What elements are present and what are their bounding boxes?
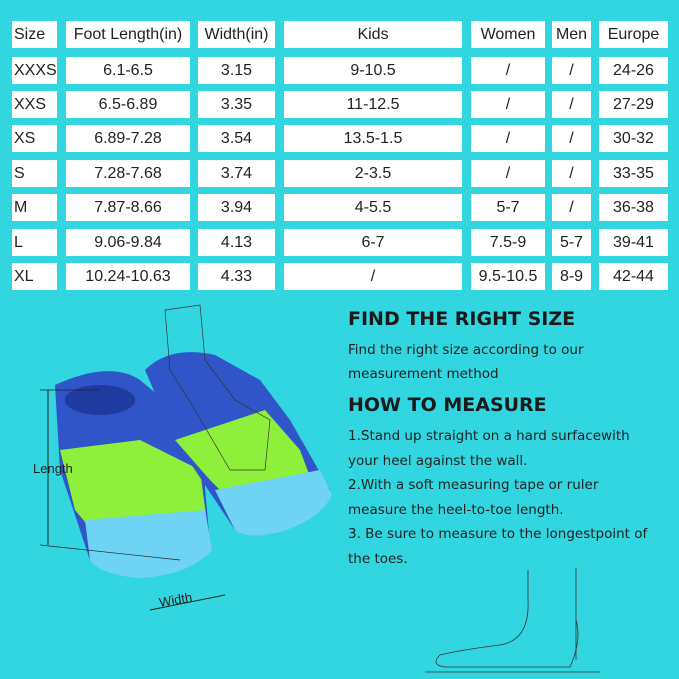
cell-europe: 42-44 <box>599 263 668 290</box>
step-line-2: your heel against the wall. <box>348 453 528 469</box>
cell-europe: 30-32 <box>599 125 668 152</box>
cell-women: 7.5-9 <box>471 229 545 256</box>
find-size-line-2: measurement method <box>348 366 499 382</box>
cell-width: 3.94 <box>198 194 275 221</box>
cell-men: / <box>552 91 591 118</box>
cell-men: / <box>552 57 591 84</box>
cell-women: / <box>471 160 545 187</box>
cell-kids: 2-3.5 <box>284 160 462 187</box>
cell-foot-length: 6.5-6.89 <box>66 91 190 118</box>
cell-europe: 24-26 <box>599 57 668 84</box>
how-to-measure-heading: HOW TO MEASURE <box>348 394 547 416</box>
cell-women: / <box>471 125 545 152</box>
cell-men: 8-9 <box>552 263 591 290</box>
cell-europe: 27-29 <box>599 91 668 118</box>
cell-size: XXXS <box>12 57 57 84</box>
find-size-heading: FIND THE RIGHT SIZE <box>348 308 576 330</box>
cell-men: 5-7 <box>552 229 591 256</box>
foot-measure-icon <box>425 568 600 673</box>
right-fin <box>145 304 332 536</box>
find-size-line-1: Find the right size according to our <box>348 342 584 358</box>
cell-size: XL <box>12 263 57 290</box>
cell-foot-length: 7.87-8.66 <box>66 194 190 221</box>
cell-kids: 4-5.5 <box>284 194 462 221</box>
cell-men: / <box>552 160 591 187</box>
cell-kids: / <box>284 263 462 290</box>
cell-men: / <box>552 125 591 152</box>
cell-size: L <box>12 229 57 256</box>
cell-width: 3.35 <box>198 91 275 118</box>
width-dimension-line <box>149 594 226 611</box>
cell-width: 4.13 <box>198 229 275 256</box>
step-line-4: measure the heel-to-toe length. <box>348 502 564 518</box>
cell-foot-length: 6.89-7.28 <box>66 125 190 152</box>
header-width: Width(in) <box>198 21 275 48</box>
cell-width: 3.74 <box>198 160 275 187</box>
header-size: Size <box>12 21 57 48</box>
cell-foot-length: 6.1-6.5 <box>66 57 190 84</box>
cell-kids: 13.5-1.5 <box>284 125 462 152</box>
header-women: Women <box>471 21 545 48</box>
cell-foot-length: 7.28-7.68 <box>66 160 190 187</box>
cell-women: 9.5-10.5 <box>471 263 545 290</box>
step-line-6: the toes. <box>348 551 408 567</box>
cell-women: / <box>471 91 545 118</box>
cell-width: 4.33 <box>198 263 275 290</box>
cell-kids: 9-10.5 <box>284 57 462 84</box>
length-label: Length <box>33 461 73 476</box>
cell-men: / <box>552 194 591 221</box>
cell-kids: 6-7 <box>284 229 462 256</box>
cell-size: XS <box>12 125 57 152</box>
cell-kids: 11-12.5 <box>284 91 462 118</box>
cell-foot-length: 10.24-10.63 <box>66 263 190 290</box>
cell-size: XXS <box>12 91 57 118</box>
width-label: Width <box>158 589 193 610</box>
cell-width: 3.54 <box>198 125 275 152</box>
cell-width: 3.15 <box>198 57 275 84</box>
cell-europe: 33-35 <box>599 160 668 187</box>
cell-size: M <box>12 194 57 221</box>
cell-europe: 39-41 <box>599 229 668 256</box>
header-men: Men <box>552 21 591 48</box>
cell-foot-length: 9.06-9.84 <box>66 229 190 256</box>
step-line-5: 3. Be sure to measure to the longestpoin… <box>348 526 648 542</box>
cell-size: S <box>12 160 57 187</box>
step-line-1: 1.Stand up straight on a hard surfacewit… <box>348 428 630 444</box>
step-line-3: 2.With a soft measuring tape or ruler <box>348 477 599 493</box>
header-foot-length: Foot Length(in) <box>66 21 190 48</box>
cell-women: / <box>471 57 545 84</box>
header-europe: Europe <box>599 21 668 48</box>
header-kids: Kids <box>284 21 462 48</box>
cell-europe: 36-38 <box>599 194 668 221</box>
cell-women: 5-7 <box>471 194 545 221</box>
